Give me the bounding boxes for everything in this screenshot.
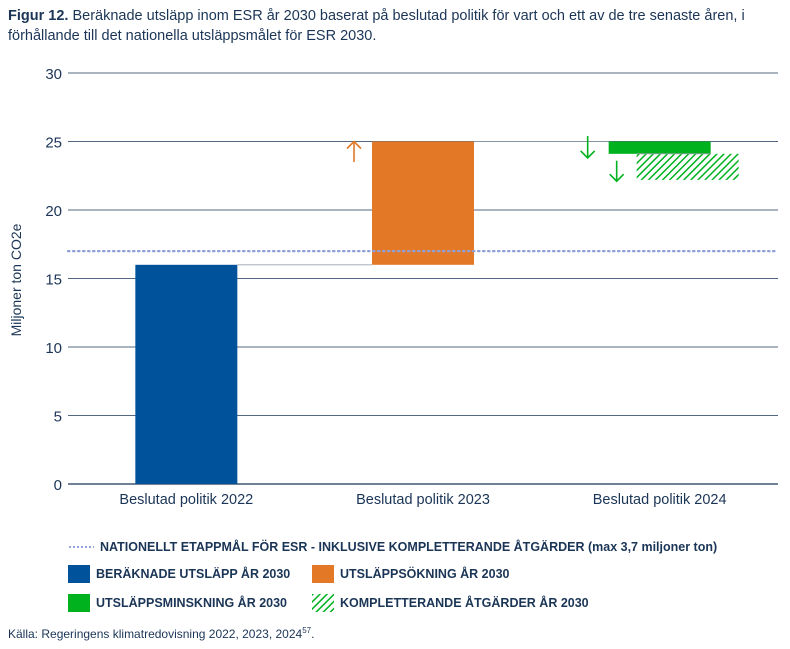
x-axis-labels: Beslutad politik 2022 Beslutad politik 20… bbox=[119, 492, 726, 508]
arrows bbox=[346, 136, 625, 183]
figure-number: Figur 12. bbox=[8, 8, 69, 24]
legend-item-increase: UTSLÄPPSÖKNING ÅR 2030 bbox=[312, 565, 509, 583]
x-tick-label: Beslutad politik 2022 bbox=[119, 492, 253, 508]
legend-item-complementary: KOMPLETTERANDE ÅTGÄRDER ÅR 2030 bbox=[312, 594, 589, 612]
legend-label: KOMPLETTERANDE ÅTGÄRDER ÅR 2030 bbox=[340, 596, 589, 610]
legend-item-decrease: UTSLÄPPSMINSKNING ÅR 2030 bbox=[68, 594, 287, 612]
y-axis-ticks: 0 5 10 15 20 25 30 bbox=[45, 66, 62, 494]
y-tick-label: 30 bbox=[45, 66, 62, 83]
source-footnote: 57 bbox=[302, 626, 312, 635]
arrow-up-icon bbox=[346, 140, 362, 163]
figure-caption: Beräknade utsläpp inom ESR år 2030 baser… bbox=[8, 8, 745, 44]
y-axis-label: Miljoner ton CO2e bbox=[8, 223, 24, 336]
legend-swatch-green bbox=[68, 594, 90, 612]
bar-base bbox=[135, 264, 238, 484]
bar-increase bbox=[372, 141, 474, 265]
arrow-head bbox=[346, 140, 362, 150]
y-tick-label: 25 bbox=[45, 135, 62, 152]
legend-label: NATIONELLT ETAPPMÅL FÖR ESR - INKLUSIVE … bbox=[100, 540, 718, 554]
x-tick-label: Beslutad politik 2024 bbox=[593, 492, 727, 508]
legend-swatch-hatched bbox=[312, 594, 334, 612]
legend-label: UTSLÄPPSMINSKNING ÅR 2030 bbox=[96, 596, 288, 610]
y-tick-label: 10 bbox=[45, 340, 62, 357]
legend-item-base: BERÄKNADE UTSLÄPP ÅR 2030 bbox=[68, 565, 290, 583]
bars bbox=[135, 141, 739, 484]
legend-swatch-blue bbox=[68, 565, 90, 583]
y-tick-label: 15 bbox=[45, 272, 62, 289]
source-text: Källa: Regeringens klimatredovisning 202… bbox=[8, 627, 303, 641]
arrow-head bbox=[580, 150, 596, 160]
y-tick-label: 5 bbox=[54, 409, 62, 426]
legend-label: UTSLÄPPSÖKNING ÅR 2030 bbox=[340, 567, 510, 581]
bar-decrease bbox=[608, 141, 711, 154]
x-tick-label: Beslutad politik 2023 bbox=[356, 492, 490, 508]
connectors bbox=[237, 141, 711, 266]
arrow-down-icon bbox=[580, 136, 596, 160]
legend-swatch-orange bbox=[312, 565, 334, 583]
source-note: Källa: Regeringens klimatredovisning 202… bbox=[8, 626, 314, 641]
legend-item-target: NATIONELLT ETAPPMÅL FÖR ESR - INKLUSIVE … bbox=[68, 538, 717, 556]
arrow-head bbox=[609, 173, 625, 183]
arrow-down-icon bbox=[609, 160, 625, 183]
legend-dotted-line bbox=[68, 546, 94, 548]
source-suffix: . bbox=[311, 627, 315, 641]
y-tick-label: 0 bbox=[54, 477, 62, 494]
bar-complementary bbox=[636, 153, 739, 180]
legend-label: BERÄKNADE UTSLÄPP ÅR 2030 bbox=[96, 567, 291, 581]
y-tick-label: 20 bbox=[45, 203, 62, 220]
chart-title: Figur 12. Beräknade utsläpp inom ESR år … bbox=[8, 6, 778, 46]
